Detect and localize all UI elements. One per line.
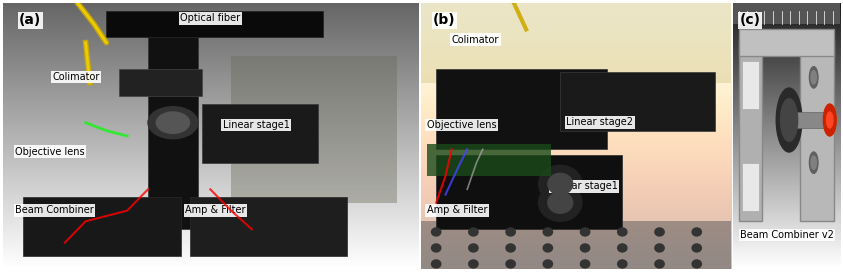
Circle shape — [811, 71, 816, 84]
Circle shape — [432, 260, 441, 268]
Circle shape — [432, 228, 441, 236]
Circle shape — [539, 165, 582, 203]
Circle shape — [506, 260, 515, 268]
Circle shape — [692, 244, 701, 252]
Circle shape — [506, 244, 515, 252]
Circle shape — [581, 260, 590, 268]
Circle shape — [543, 260, 552, 268]
FancyBboxPatch shape — [148, 37, 198, 229]
Circle shape — [781, 99, 797, 141]
FancyBboxPatch shape — [436, 69, 607, 149]
FancyBboxPatch shape — [733, 3, 840, 24]
Circle shape — [655, 260, 664, 268]
FancyBboxPatch shape — [421, 3, 731, 83]
Text: (b): (b) — [433, 13, 456, 27]
Text: Amp & Filter: Amp & Filter — [185, 205, 246, 215]
Circle shape — [548, 173, 572, 195]
Circle shape — [776, 88, 802, 152]
Text: Optical fiber: Optical fiber — [180, 13, 240, 23]
Text: Amp & Filter: Amp & Filter — [427, 205, 487, 215]
FancyBboxPatch shape — [106, 11, 323, 37]
Circle shape — [809, 152, 818, 173]
FancyBboxPatch shape — [202, 104, 319, 163]
FancyBboxPatch shape — [231, 56, 397, 203]
Circle shape — [548, 192, 572, 213]
Circle shape — [506, 228, 515, 236]
FancyBboxPatch shape — [436, 155, 622, 229]
FancyBboxPatch shape — [742, 163, 759, 211]
FancyBboxPatch shape — [738, 40, 762, 221]
Text: Colimator: Colimator — [52, 72, 99, 82]
Circle shape — [824, 104, 836, 136]
Circle shape — [809, 67, 818, 88]
Circle shape — [811, 156, 816, 169]
Circle shape — [543, 244, 552, 252]
Text: Linear stage1: Linear stage1 — [551, 181, 618, 191]
Circle shape — [655, 244, 664, 252]
Circle shape — [655, 228, 664, 236]
Circle shape — [469, 244, 478, 252]
Text: (a): (a) — [19, 13, 41, 27]
FancyBboxPatch shape — [119, 69, 202, 96]
Circle shape — [539, 184, 582, 221]
FancyBboxPatch shape — [787, 112, 834, 128]
Circle shape — [148, 107, 198, 139]
Circle shape — [432, 244, 441, 252]
Text: Objective lens: Objective lens — [427, 120, 497, 130]
Circle shape — [618, 244, 627, 252]
Circle shape — [581, 228, 590, 236]
Circle shape — [469, 228, 478, 236]
FancyBboxPatch shape — [561, 72, 716, 131]
Circle shape — [692, 260, 701, 268]
Text: Linear stage2: Linear stage2 — [566, 117, 633, 127]
Text: Objective lens: Objective lens — [15, 147, 84, 157]
Circle shape — [618, 260, 627, 268]
FancyBboxPatch shape — [24, 197, 181, 256]
FancyBboxPatch shape — [742, 61, 759, 109]
Text: Colimator: Colimator — [452, 35, 499, 45]
Circle shape — [618, 228, 627, 236]
FancyBboxPatch shape — [190, 197, 347, 256]
Circle shape — [543, 228, 552, 236]
Text: Beam Combiner: Beam Combiner — [15, 205, 94, 215]
FancyBboxPatch shape — [738, 29, 834, 56]
Circle shape — [581, 244, 590, 252]
Text: Linear stage1: Linear stage1 — [223, 120, 290, 130]
Text: Beam Combiner v2: Beam Combiner v2 — [740, 230, 834, 240]
FancyBboxPatch shape — [427, 144, 551, 176]
Circle shape — [156, 112, 190, 133]
Circle shape — [826, 112, 833, 128]
FancyBboxPatch shape — [421, 221, 731, 269]
Text: (c): (c) — [740, 13, 761, 27]
Circle shape — [469, 260, 478, 268]
Circle shape — [692, 228, 701, 236]
FancyBboxPatch shape — [800, 40, 834, 221]
